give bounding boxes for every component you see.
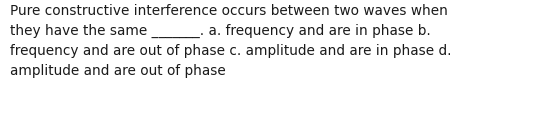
Text: Pure constructive interference occurs between two waves when
they have the same : Pure constructive interference occurs be… [10,4,451,78]
